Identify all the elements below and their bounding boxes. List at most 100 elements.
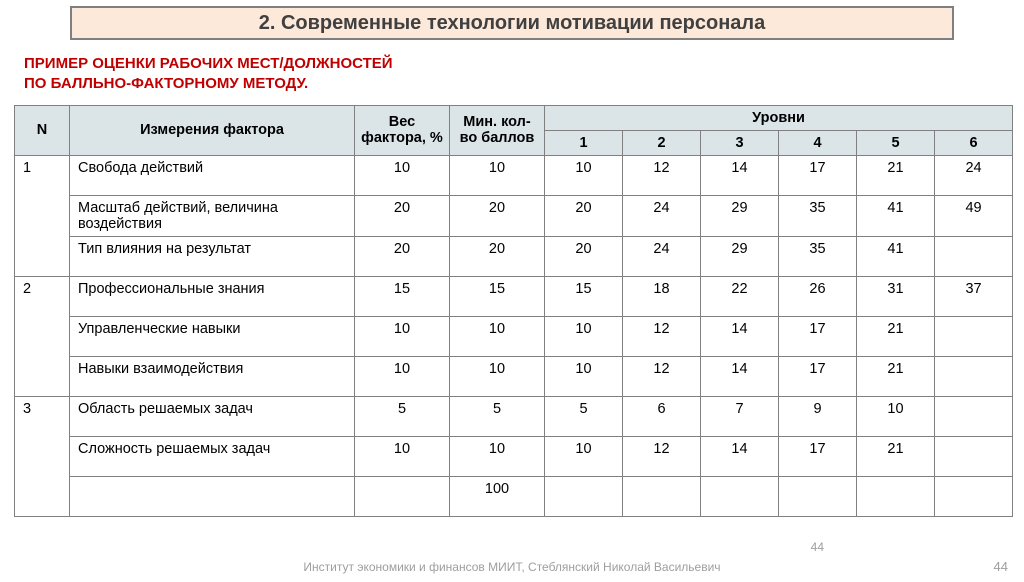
table-row: Сложность решаемых задач10101012141721 <box>15 436 1013 476</box>
cell-dimension: Свобода действий <box>70 155 355 195</box>
cell-dimension: Масштаб действий, величина воздействия <box>70 195 355 236</box>
cell-dimension: Сложность решаемых задач <box>70 436 355 476</box>
cell-lvl-4: 35 <box>779 195 857 236</box>
table-row: 3Область решаемых задач55567910 <box>15 396 1013 436</box>
cell-lvl-4 <box>779 476 857 516</box>
cell-lvl-3: 22 <box>701 276 779 316</box>
cell-lvl-4: 17 <box>779 356 857 396</box>
cell-lvl-1: 10 <box>545 436 623 476</box>
cell-lvl-2: 12 <box>623 436 701 476</box>
cell-lvl-3 <box>701 476 779 516</box>
cell-lvl-2: 24 <box>623 195 701 236</box>
cell-lvl-2: 24 <box>623 236 701 276</box>
cell-lvl-3: 29 <box>701 195 779 236</box>
cell-lvl-4: 17 <box>779 316 857 356</box>
col-dimension: Измерения фактора <box>70 105 355 155</box>
cell-dimension: Профессиональные знания <box>70 276 355 316</box>
cell-lvl-5: 10 <box>857 396 935 436</box>
cell-lvl-1: 20 <box>545 195 623 236</box>
table-row: Управленческие навыки10101012141721 <box>15 316 1013 356</box>
cell-group: 2 <box>15 276 70 396</box>
cell-lvl-5: 21 <box>857 316 935 356</box>
cell-min: 10 <box>450 356 545 396</box>
cell-lvl-3: 7 <box>701 396 779 436</box>
cell-weight: 5 <box>355 396 450 436</box>
cell-group: 3 <box>15 396 70 516</box>
cell-lvl-2: 12 <box>623 356 701 396</box>
cell-lvl-2 <box>623 476 701 516</box>
cell-lvl-1 <box>545 476 623 516</box>
cell-weight: 10 <box>355 155 450 195</box>
col-level-4: 4 <box>779 130 857 155</box>
cell-min: 15 <box>450 276 545 316</box>
cell-lvl-2: 18 <box>623 276 701 316</box>
subtitle: ПРИМЕР ОЦЕНКИ РАБОЧИХ МЕСТ/ДОЛЖНОСТЕЙ ПО… <box>24 54 1024 95</box>
cell-min: 20 <box>450 195 545 236</box>
cell-dimension: Область решаемых задач <box>70 396 355 436</box>
cell-lvl-1: 5 <box>545 396 623 436</box>
cell-lvl-6 <box>935 436 1013 476</box>
col-weight: Вес фактора, % <box>355 105 450 155</box>
cell-lvl-5 <box>857 476 935 516</box>
cell-lvl-6 <box>935 316 1013 356</box>
table-header: N Измерения фактора Вес фактора, % Мин. … <box>15 105 1013 155</box>
cell-lvl-5: 31 <box>857 276 935 316</box>
table-row: Масштаб действий, величина воздействия20… <box>15 195 1013 236</box>
cell-weight: 10 <box>355 436 450 476</box>
factor-table: N Измерения фактора Вес фактора, % Мин. … <box>14 105 1013 517</box>
cell-min: 10 <box>450 436 545 476</box>
cell-min: 5 <box>450 396 545 436</box>
cell-dimension: Тип влияния на результат <box>70 236 355 276</box>
cell-weight: 10 <box>355 356 450 396</box>
cell-weight: 20 <box>355 236 450 276</box>
col-min-points: Мин. кол-во баллов <box>450 105 545 155</box>
cell-weight: 15 <box>355 276 450 316</box>
cell-lvl-4: 17 <box>779 436 857 476</box>
cell-lvl-1: 20 <box>545 236 623 276</box>
cell-lvl-4: 35 <box>779 236 857 276</box>
page-number-mid: 44 <box>811 540 824 554</box>
cell-lvl-1: 10 <box>545 316 623 356</box>
cell-dimension <box>70 476 355 516</box>
col-n: N <box>15 105 70 155</box>
table-row: 1Свобода действий1010101214172124 <box>15 155 1013 195</box>
cell-lvl-4: 9 <box>779 396 857 436</box>
cell-lvl-6: 37 <box>935 276 1013 316</box>
cell-lvl-6: 24 <box>935 155 1013 195</box>
cell-group: 1 <box>15 155 70 276</box>
table-row: Навыки взаимодействия10101012141721 <box>15 356 1013 396</box>
cell-dimension: Навыки взаимодействия <box>70 356 355 396</box>
cell-dimension: Управленческие навыки <box>70 316 355 356</box>
cell-lvl-2: 6 <box>623 396 701 436</box>
cell-weight: 20 <box>355 195 450 236</box>
footer-text: Институт экономики и финансов МИИТ, Стеб… <box>0 560 1024 574</box>
table-body: 1Свобода действий1010101214172124Масштаб… <box>15 155 1013 516</box>
cell-min: 10 <box>450 316 545 356</box>
cell-weight <box>355 476 450 516</box>
col-level-3: 3 <box>701 130 779 155</box>
col-level-1: 1 <box>545 130 623 155</box>
cell-min: 20 <box>450 236 545 276</box>
cell-lvl-6 <box>935 396 1013 436</box>
cell-lvl-4: 26 <box>779 276 857 316</box>
cell-lvl-5: 21 <box>857 356 935 396</box>
section-banner-text: 2. Современные технологии мотивации перс… <box>259 12 766 34</box>
col-level-6: 6 <box>935 130 1013 155</box>
cell-lvl-3: 14 <box>701 436 779 476</box>
factor-table-wrapper: N Измерения фактора Вес фактора, % Мин. … <box>14 105 1010 517</box>
cell-lvl-3: 14 <box>701 356 779 396</box>
cell-lvl-3: 14 <box>701 316 779 356</box>
table-row: 100 <box>15 476 1013 516</box>
cell-lvl-5: 41 <box>857 236 935 276</box>
cell-lvl-5: 41 <box>857 195 935 236</box>
cell-lvl-4: 17 <box>779 155 857 195</box>
cell-lvl-6 <box>935 236 1013 276</box>
cell-lvl-5: 21 <box>857 155 935 195</box>
cell-lvl-1: 10 <box>545 155 623 195</box>
table-row: Тип влияния на результат20202024293541 <box>15 236 1013 276</box>
subtitle-line-2: ПО БАЛЛЬНО-ФАКТОРНОМУ МЕТОДУ. <box>24 74 1024 94</box>
cell-lvl-5: 21 <box>857 436 935 476</box>
cell-lvl-2: 12 <box>623 155 701 195</box>
cell-lvl-6: 49 <box>935 195 1013 236</box>
cell-min: 100 <box>450 476 545 516</box>
